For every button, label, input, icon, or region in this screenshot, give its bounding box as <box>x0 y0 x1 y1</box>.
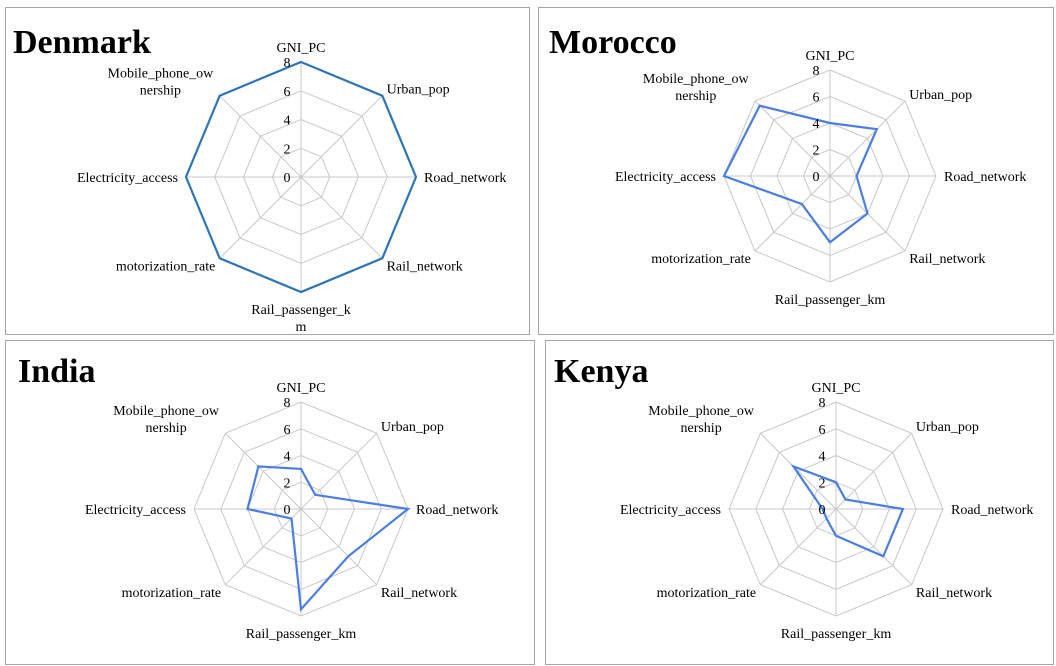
tick-label: 4 <box>819 450 826 465</box>
grid-spoke <box>754 100 831 177</box>
axis-label: Road_network <box>944 170 1026 185</box>
axis-label: Mobile_phone_ow nership <box>108 66 215 98</box>
axis-label: Mobile_phone_ow nership <box>648 404 755 436</box>
tick-label: 0 <box>284 171 291 186</box>
axis-label: Road_network <box>416 503 498 518</box>
data-series-line <box>722 104 879 244</box>
tick-label: 8 <box>813 64 820 79</box>
grid-spoke <box>219 176 302 259</box>
grid-spoke <box>300 432 378 510</box>
tick-label: 0 <box>819 503 826 518</box>
data-series-line <box>790 464 905 558</box>
chart-title: Denmark <box>13 24 151 61</box>
grid-spoke <box>224 432 302 510</box>
axis-label: Urban_pop <box>909 88 972 103</box>
axis-label: Rail_network <box>909 252 985 267</box>
axis-label: Rail_passenger_km <box>775 293 886 308</box>
grid-spoke <box>300 176 383 259</box>
axis-label: motorization_rate <box>651 252 751 267</box>
grid-spoke <box>759 508 837 586</box>
tick-label: 0 <box>284 503 291 518</box>
axis-label: motorization_rate <box>116 260 216 275</box>
tick-label: 6 <box>284 85 291 100</box>
tick-label: 2 <box>819 476 826 491</box>
grid-spoke <box>835 432 913 510</box>
tick-label: 2 <box>284 142 291 157</box>
radar-grid <box>723 69 937 283</box>
axis-label: Mobile_phone_ow nership <box>113 404 220 436</box>
tick-label: 4 <box>284 114 291 129</box>
tick-label: 2 <box>813 144 820 159</box>
data-series-line <box>246 465 411 612</box>
radar-grid <box>193 401 409 617</box>
radar-grid <box>728 401 944 617</box>
axis-label: Rail_network <box>387 260 463 275</box>
grid-spoke <box>219 95 302 178</box>
grid-spoke <box>759 432 837 510</box>
axis-label: Rail_passenger_km <box>246 627 357 642</box>
axis-label: Electricity_access <box>77 171 178 186</box>
axis-label: Electricity_access <box>620 503 721 518</box>
grid-spoke <box>829 100 906 177</box>
axis-label: Rail_network <box>381 586 457 601</box>
axis-label: GNI_PC <box>805 49 854 64</box>
chart-title: Morocco <box>549 24 677 61</box>
chart-panel-morocco: 0 2 4 6 8 GNI_PC Urban_pop Road_network Rail_net… <box>538 7 1054 335</box>
axis-label: GNI_PC <box>276 41 325 56</box>
axis-label: Electricity_access <box>615 170 716 185</box>
tick-label: 8 <box>284 396 291 411</box>
data-series-line <box>184 60 418 294</box>
axis-label: motorization_rate <box>657 586 757 601</box>
grid-spoke <box>224 508 302 586</box>
tick-label: 6 <box>284 423 291 438</box>
axis-label: Urban_pop <box>916 420 979 435</box>
tick-label: 8 <box>284 56 291 71</box>
axis-label: Rail_passenger_km <box>781 627 892 642</box>
axis-label: Urban_pop <box>381 420 444 435</box>
grid-spoke <box>754 175 831 252</box>
grid-spoke <box>300 95 383 178</box>
tick-label: 0 <box>813 170 820 185</box>
chart-panel-india: 0 2 4 6 8 GNI_PC Urban_pop Road_network Rail_net… <box>5 340 535 665</box>
axis-label: GNI_PC <box>811 381 860 396</box>
axis-label: GNI_PC <box>276 381 325 396</box>
axis-label: Rail_network <box>916 586 992 601</box>
chart-title: Kenya <box>554 353 649 390</box>
tick-label: 4 <box>284 450 291 465</box>
axis-label: Road_network <box>424 171 506 186</box>
chart-panel-denmark: 0 2 4 6 8 GNI_PC Urban_pop Road_network Rail_net… <box>5 7 530 335</box>
tick-label: 2 <box>284 476 291 491</box>
axis-label: motorization_rate <box>122 586 222 601</box>
grid-spoke <box>835 508 913 586</box>
chart-title: India <box>18 353 96 390</box>
tick-label: 6 <box>813 91 820 106</box>
axis-label: Road_network <box>951 503 1033 518</box>
axis-label: Electricity_access <box>85 503 186 518</box>
grid-spoke <box>300 508 378 586</box>
tick-label: 4 <box>813 117 820 132</box>
chart-panel-kenya: 0 2 4 6 8 GNI_PC Urban_pop Road_network Rail_net… <box>545 340 1054 665</box>
axis-label: Urban_pop <box>387 82 450 97</box>
tick-label: 6 <box>819 423 826 438</box>
tick-label: 8 <box>819 396 826 411</box>
axis-label: Mobile_phone_ow nership <box>643 72 750 104</box>
